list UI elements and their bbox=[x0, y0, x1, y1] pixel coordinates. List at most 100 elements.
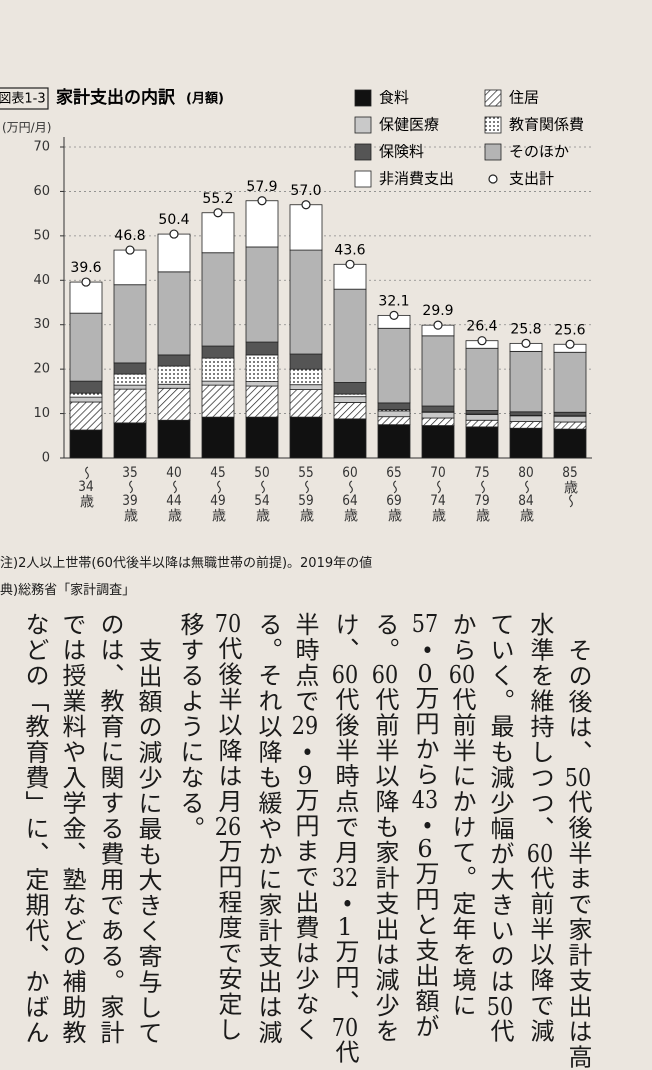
bar-segment bbox=[246, 386, 278, 417]
legend-swatch bbox=[355, 90, 371, 106]
legend-marker bbox=[489, 175, 497, 183]
total-marker bbox=[126, 246, 134, 254]
chart: 図表1-3 家計支出の内訳 (月額) (万円/月) 01020304050607… bbox=[0, 0, 652, 600]
x-tick-label: 65〜69歳 bbox=[387, 466, 401, 522]
total-marker bbox=[522, 339, 530, 347]
legend-label: 支出計 bbox=[509, 170, 554, 188]
bar-segment bbox=[378, 417, 410, 425]
bar-segment bbox=[246, 201, 278, 247]
total-marker bbox=[82, 278, 90, 286]
bar-segment bbox=[290, 250, 322, 354]
total-marker bbox=[390, 311, 398, 319]
body-text-column: 水準を維持しつつ、60代前半以降で減 bbox=[528, 612, 552, 1044]
x-tick-label: 50〜54歳 bbox=[255, 466, 269, 522]
y-tick-label: 60 bbox=[33, 184, 50, 199]
bar-segment bbox=[246, 247, 278, 342]
bar-segment bbox=[114, 374, 146, 385]
bar-segment bbox=[202, 253, 234, 346]
body-text-column: などの「教育費」に、定期代、かばん bbox=[23, 612, 47, 1046]
bar-segment bbox=[378, 411, 410, 417]
bar-segment bbox=[422, 412, 454, 418]
body-text-column: 70代後半以降は月26万円程度で安定し bbox=[216, 612, 240, 1043]
bar-segment bbox=[70, 393, 102, 397]
bar-segment bbox=[114, 363, 146, 374]
total-label: 57.9 bbox=[246, 179, 277, 195]
bar-segment bbox=[422, 336, 454, 406]
bar-segment bbox=[466, 414, 498, 420]
body-text-column: 移するようになる。 bbox=[178, 612, 202, 842]
legend-swatch bbox=[355, 144, 371, 160]
bar-segment bbox=[422, 426, 454, 458]
body-text-column: 57・0万円から43・6万円と支出額が bbox=[413, 612, 437, 1040]
x-tick-label: 85歳〜 bbox=[563, 466, 577, 508]
bar-segment bbox=[70, 430, 102, 458]
bar-segment bbox=[114, 285, 146, 363]
bar-segment bbox=[114, 423, 146, 458]
bar-segment bbox=[246, 355, 278, 382]
y-unit: (万円/月) bbox=[2, 121, 51, 135]
total-marker bbox=[434, 321, 442, 329]
bar-segment bbox=[114, 385, 146, 389]
y-tick-label: 50 bbox=[33, 228, 50, 243]
note: 典)総務省「家計調査」 bbox=[0, 579, 135, 598]
bar-segment bbox=[202, 346, 234, 358]
bar-segment bbox=[466, 427, 498, 458]
bar-segment bbox=[554, 422, 586, 429]
total-label: 39.6 bbox=[70, 260, 101, 276]
total-label: 26.4 bbox=[466, 319, 497, 335]
bar-segment bbox=[290, 354, 322, 369]
total-label: 32.1 bbox=[378, 293, 409, 309]
body-text-column: 半時点で29・9万円まで出費は少なく bbox=[293, 612, 317, 1043]
body-text-column: る。60代前半以降も家計支出は減少を bbox=[373, 612, 397, 1044]
y-tick-label: 10 bbox=[33, 406, 50, 421]
body-text-column: から60代前半にかけて。定年を境に bbox=[450, 612, 474, 1019]
body-text-column: のは、教育に関する費用である。家計 bbox=[98, 612, 122, 1046]
x-tick-label: 40〜44歳 bbox=[167, 466, 181, 522]
bar-segment bbox=[202, 358, 234, 381]
bar-segment bbox=[290, 417, 322, 458]
x-tick-label: 70〜74歳 bbox=[431, 466, 445, 522]
bar-segment bbox=[290, 205, 322, 250]
legend-swatch bbox=[355, 117, 371, 133]
body-text-column: 支出額の減少に最も大きく寄与して bbox=[136, 638, 160, 1046]
body-text-column: では授業料や入学金、塾などの補助教 bbox=[60, 612, 84, 1046]
bar-segment bbox=[378, 425, 410, 458]
body-text-column: その後は、50代後半まで家計支出は高 bbox=[566, 638, 590, 1070]
bar-segment bbox=[246, 342, 278, 355]
bar-segment bbox=[202, 385, 234, 417]
total-label: 57.0 bbox=[290, 183, 321, 199]
bar-segment bbox=[334, 382, 366, 394]
bar-segment bbox=[378, 328, 410, 403]
total-label: 25.6 bbox=[554, 322, 585, 338]
legend-label: 保険料 bbox=[379, 143, 424, 161]
bar-segment bbox=[466, 420, 498, 427]
legend-swatch bbox=[485, 144, 501, 160]
x-tick-label: 60〜64歳 bbox=[343, 466, 357, 522]
bar-segment bbox=[158, 384, 190, 388]
bar-segment bbox=[290, 369, 322, 385]
total-label: 46.8 bbox=[114, 228, 145, 244]
y-tick-label: 40 bbox=[33, 273, 50, 288]
bar-segment bbox=[510, 422, 542, 429]
bar-segment bbox=[510, 412, 542, 416]
bar-segment bbox=[202, 381, 234, 385]
legend-label: 保健医療 bbox=[379, 116, 439, 134]
total-marker bbox=[214, 209, 222, 217]
legend-swatch bbox=[485, 117, 501, 133]
bar-segment bbox=[70, 397, 102, 402]
total-label: 50.4 bbox=[158, 212, 189, 228]
bar-segment bbox=[554, 412, 586, 416]
bar-segment bbox=[554, 352, 586, 412]
bar-segment bbox=[114, 250, 146, 285]
bar-segment bbox=[70, 282, 102, 313]
bar-segment bbox=[422, 418, 454, 426]
legend-label: そのほか bbox=[509, 143, 569, 161]
bar-segment bbox=[158, 388, 190, 420]
bar-segment bbox=[158, 366, 190, 384]
bar-segment bbox=[510, 428, 542, 458]
x-tick-label: 75〜79歳 bbox=[475, 466, 489, 522]
bar-segment bbox=[202, 213, 234, 253]
x-tick-label: 35〜39歳 bbox=[123, 466, 137, 522]
body-text-column: け、60代後半時点で月32・1万円、70代 bbox=[333, 612, 357, 1065]
bar-segment bbox=[510, 351, 542, 411]
